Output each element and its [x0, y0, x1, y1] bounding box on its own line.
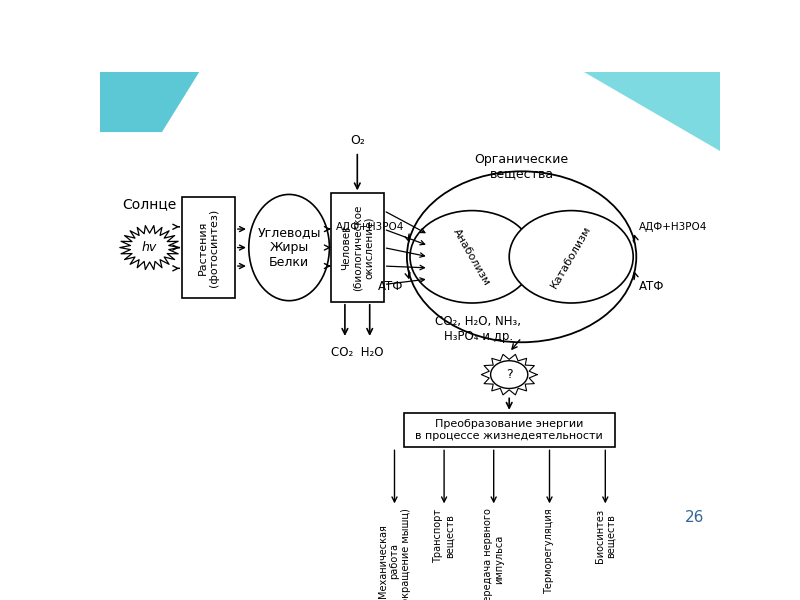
Ellipse shape — [410, 211, 534, 303]
Polygon shape — [100, 72, 199, 132]
Text: Углеводы
Жиры
Белки: Углеводы Жиры Белки — [258, 226, 321, 269]
FancyBboxPatch shape — [182, 197, 235, 298]
Ellipse shape — [510, 211, 634, 303]
Text: Терморегуляция: Терморегуляция — [545, 509, 554, 594]
Text: Механическая
работа
(сокращение мышц): Механическая работа (сокращение мышц) — [378, 509, 411, 600]
Text: ?: ? — [506, 368, 513, 381]
Text: АДФ+Н3РО4: АДФ+Н3РО4 — [335, 222, 404, 232]
FancyBboxPatch shape — [331, 193, 384, 302]
Text: Преобразование энергии
в процессе жизнедеятельности: Преобразование энергии в процессе жизнед… — [415, 419, 603, 441]
Text: 26: 26 — [685, 510, 705, 525]
Text: hv: hv — [142, 241, 158, 254]
Text: Катаболизм: Катаболизм — [550, 224, 593, 290]
FancyBboxPatch shape — [404, 413, 614, 448]
Text: O₂: O₂ — [350, 134, 365, 147]
Text: АДФ+Н3РО4: АДФ+Н3РО4 — [639, 222, 708, 232]
Ellipse shape — [249, 194, 330, 301]
Text: Солнце: Солнце — [122, 197, 177, 212]
Text: CO₂, H₂O, NH₃,
H₃PO₄ и др.: CO₂, H₂O, NH₃, H₃PO₄ и др. — [435, 314, 522, 343]
Text: Анаболизм: Анаболизм — [452, 227, 492, 287]
Text: АТФ: АТФ — [639, 280, 665, 293]
Text: Человек
(биологическое
окисление): Человек (биологическое окисление) — [341, 205, 374, 291]
Text: Транспорт
веществ: Транспорт веществ — [434, 509, 455, 563]
Text: CO₂  H₂O: CO₂ H₂O — [331, 346, 383, 359]
Text: АТФ: АТФ — [378, 280, 404, 293]
Text: Биосинтез
веществ: Биосинтез веществ — [594, 509, 616, 563]
Ellipse shape — [490, 361, 528, 388]
Polygon shape — [120, 226, 179, 269]
Polygon shape — [482, 355, 537, 395]
Text: Передача нервного
импульса: Передача нервного импульса — [483, 509, 505, 600]
Text: Растения
(фотосинтез): Растения (фотосинтез) — [198, 208, 219, 287]
Text: Органические
вещества: Органические вещества — [474, 153, 569, 181]
Polygon shape — [584, 72, 720, 151]
